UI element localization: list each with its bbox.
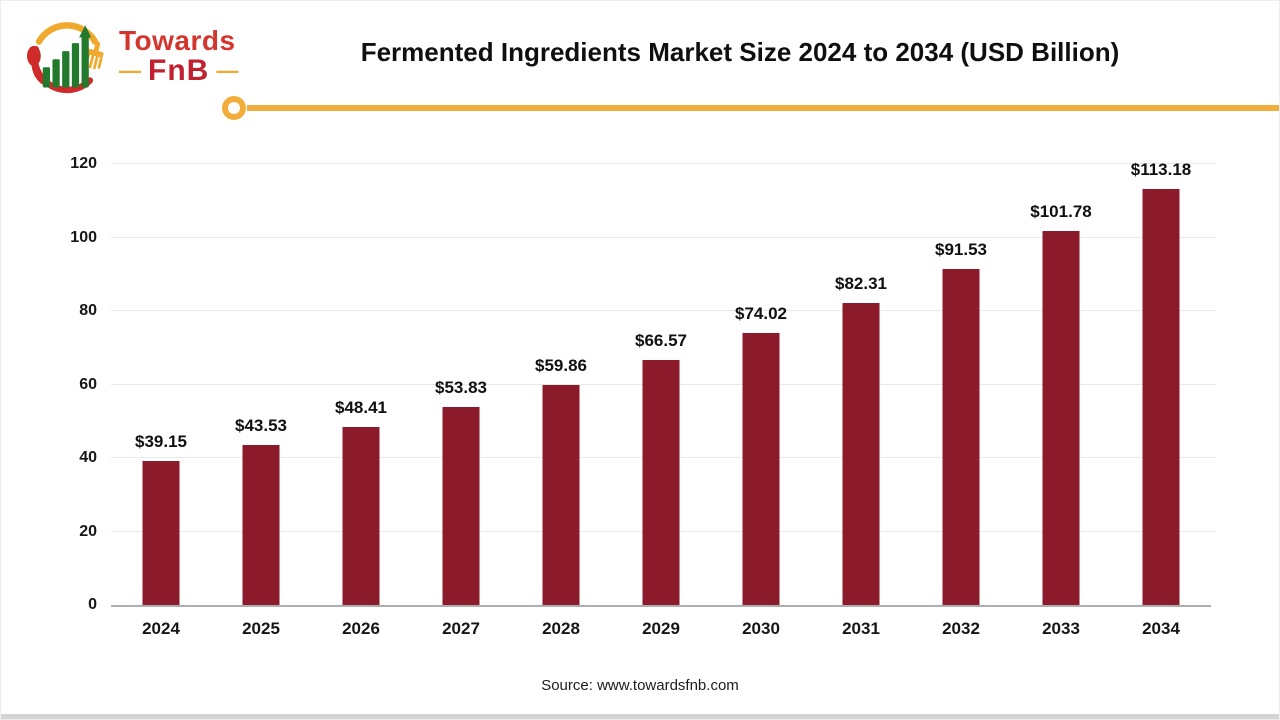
bar-slot: $59.86 2028: [511, 164, 611, 638]
bar-slot: $66.57 2029: [611, 164, 711, 638]
y-axis-tick-label: 0: [88, 596, 97, 613]
gridline: [111, 236, 1216, 238]
logo-word-fnb: FnB: [148, 53, 210, 87]
divider-ring-icon: [222, 96, 246, 120]
bar-slot: $48.41 2026: [311, 164, 411, 638]
bar-value-label: $39.15: [135, 432, 187, 452]
bar-value-label: $113.18: [1130, 160, 1192, 180]
chart-title: Fermented Ingredients Market Size 2024 t…: [360, 37, 1120, 67]
bar-chart: 0 20 40 60 80 100 120 $39.15 2024 $43.53 2025 $48.4…: [70, 155, 1216, 638]
bar-2026: [342, 427, 380, 605]
bar-slot: $74.02 2030: [711, 164, 811, 638]
logo-dash-right: —: [216, 58, 239, 84]
bar-slot: $82.31 2031: [811, 164, 911, 638]
y-axis-tick-label: 20: [79, 522, 97, 540]
bar-slot: $43.53 2025: [211, 164, 311, 638]
bar-slot: $113.18 2034: [1111, 160, 1211, 638]
towardsfnb-logo: Towards — FnB —: [25, 15, 238, 97]
towardsfnb-logo-icon: [27, 22, 104, 94]
title-underline: [247, 105, 1279, 111]
y-axis-tick-label: 40: [79, 449, 97, 466]
bar-2029: [642, 360, 680, 605]
x-axis-label: 2027: [442, 619, 480, 638]
bar-2030: [742, 332, 780, 605]
bar-value-label: $91.53: [935, 239, 987, 259]
bar-2032: [942, 268, 980, 605]
y-axis-tick-label: 80: [79, 302, 97, 319]
bar-slot: $39.15 2024: [111, 164, 211, 638]
logo-word-towards: Towards: [119, 24, 236, 56]
x-axis-label: 2033: [1042, 619, 1080, 638]
bar-value-label: $48.41: [335, 398, 387, 418]
x-axis-label: 2028: [542, 619, 580, 638]
x-axis-label: 2026: [342, 619, 380, 638]
x-axis-label: 2024: [142, 619, 180, 638]
bar-slot: $91.53 2032: [911, 164, 1011, 638]
bar-2027: [442, 407, 480, 605]
bar-value-label: $59.86: [535, 356, 587, 376]
bar-value-label: $66.57: [635, 331, 687, 351]
x-axis-label: 2030: [742, 619, 780, 638]
bar-2034: [1142, 189, 1180, 605]
bar-slot: $53.83 2027: [411, 164, 511, 638]
bar-value-label: $53.83: [435, 378, 487, 398]
bottom-strip: [1, 714, 1279, 719]
bar-2033: [1042, 230, 1080, 605]
y-axis-tick-label: 60: [79, 375, 97, 393]
bar-slot: $101.78 2033: [1011, 164, 1111, 638]
y-axis-tick-label: 120: [70, 155, 97, 172]
bar-2031: [842, 302, 880, 605]
bar-value-label: $43.53: [235, 416, 287, 436]
x-axis-label: 2032: [942, 619, 980, 638]
bar-2024: [142, 461, 180, 605]
x-axis-label: 2025: [242, 619, 280, 638]
gridline: [111, 163, 1216, 164]
x-axis-label: 2031: [842, 619, 880, 638]
gridline: [111, 310, 1216, 311]
logo-dash-left: —: [119, 58, 141, 84]
x-axis-label: 2034: [1142, 619, 1180, 638]
y-axis-tick-label: 100: [70, 228, 97, 246]
x-axis-label: 2029: [642, 619, 680, 638]
bar-2028: [542, 385, 580, 605]
bar-value-label: $74.02: [735, 303, 787, 323]
bar-value-label: $82.31: [835, 273, 887, 293]
source-text: Source: www.towardsfnb.com: [541, 677, 739, 694]
towardsfnb-logo-text: Towards — FnB —: [119, 24, 239, 87]
bar-2025: [242, 445, 280, 605]
bar-value-label: $101.78: [1030, 201, 1092, 221]
